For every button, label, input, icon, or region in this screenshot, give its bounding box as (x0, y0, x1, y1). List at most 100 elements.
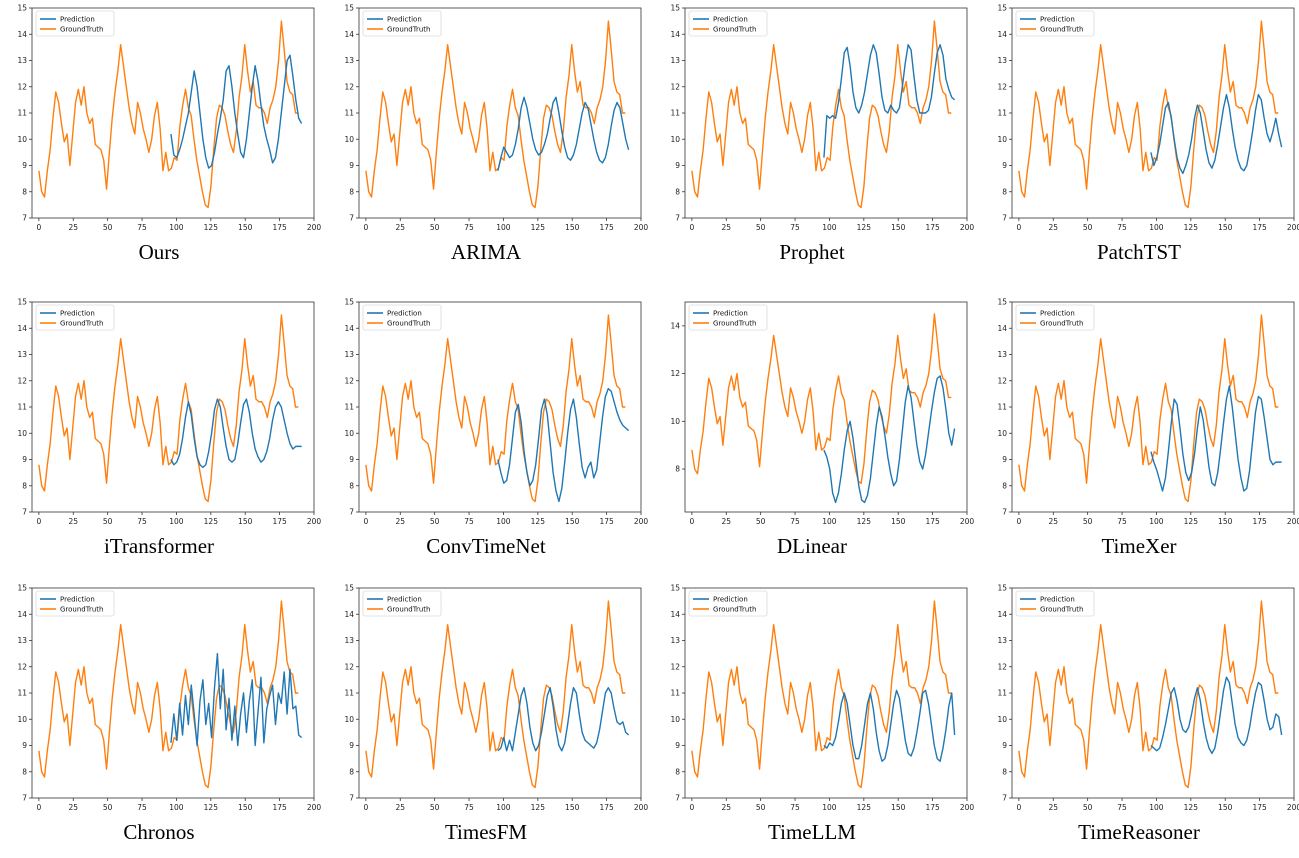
y-tick-label: 13 (997, 350, 1007, 359)
legend-label: GroundTruth (387, 606, 431, 614)
chart-caption: Ours (138, 240, 180, 264)
y-tick-label: 13 (997, 636, 1007, 645)
legend: Prediction GroundTruth (1015, 590, 1095, 617)
x-tick-label: 50 (756, 517, 766, 526)
legend-label: GroundTruth (1040, 320, 1084, 328)
y-tick-label: 8 (675, 187, 680, 196)
x-tick-label: 125 (857, 803, 872, 812)
y-tick-label: 7 (675, 214, 680, 223)
x-tick-label: 75 (464, 223, 474, 232)
y-tick-label: 15 (344, 4, 354, 13)
chart-caption: TimeLLM (768, 820, 856, 844)
y-tick-label: 12 (344, 662, 354, 671)
x-tick-label: 0 (363, 223, 368, 232)
y-tick-label: 14 (344, 610, 354, 619)
x-tick-label: 150 (1218, 517, 1233, 526)
x-tick-label: 100 (169, 803, 184, 812)
x-tick-label: 25 (1048, 517, 1058, 526)
legend: Prediction GroundTruth (362, 10, 442, 37)
ground-truth-line (38, 600, 299, 789)
y-tick-label: 12 (17, 82, 27, 91)
x-tick-label: 125 (204, 517, 219, 526)
x-tick-label: 175 (925, 803, 940, 812)
legend-label: Prediction (387, 16, 422, 24)
x-tick-label: 0 (1016, 803, 1021, 812)
y-tick-label: 11 (17, 109, 27, 118)
legend-label: Prediction (60, 596, 95, 604)
chart-panel-itransformer: 7 8 9 10 11 12 13 14 15 0 25 50 75 100 125 150 175 200 Pre… (0, 294, 321, 572)
x-tick-label: 0 (1016, 517, 1021, 526)
prediction-line (1150, 93, 1283, 175)
y-tick-label: 11 (17, 689, 27, 698)
x-tick-label: 0 (689, 223, 694, 232)
y-tick-label: 9 (22, 455, 27, 464)
y-tick-label: 8 (22, 187, 27, 196)
ground-truth-line (38, 314, 299, 503)
y-tick-label: 9 (349, 741, 354, 750)
ground-truth-line (365, 314, 626, 503)
y-tick-label: 11 (344, 109, 354, 118)
ground-truth-line (1018, 314, 1279, 503)
chart-panel-timexer: 7 8 9 10 11 12 13 14 15 0 25 50 75 100 125 150 175 200 Pre… (980, 294, 1299, 572)
y-tick-label: 13 (997, 56, 1007, 65)
x-tick-label: 50 (430, 517, 440, 526)
y-tick-label: 13 (17, 636, 27, 645)
legend: Prediction GroundTruth (688, 304, 768, 331)
legend-label: GroundTruth (60, 26, 104, 34)
x-tick-label: 175 (272, 803, 287, 812)
legend-label: Prediction (1040, 596, 1075, 604)
prediction-line (1150, 385, 1282, 492)
x-tick-label: 25 (68, 803, 78, 812)
legend-label: Prediction (1040, 16, 1075, 24)
legend-label: Prediction (1040, 310, 1075, 318)
legend-label: Prediction (387, 310, 422, 318)
x-tick-label: 25 (68, 223, 78, 232)
y-tick-label: 15 (670, 4, 680, 13)
y-tick-label: 14 (997, 610, 1007, 619)
x-tick-label: 175 (272, 223, 287, 232)
ground-truth-line (38, 20, 299, 209)
y-tick-label: 13 (17, 56, 27, 65)
y-tick-label: 12 (670, 82, 680, 91)
y-tick-label: 9 (22, 161, 27, 170)
chart-panel-chronos: 7 8 9 10 11 12 13 14 15 0 25 50 75 100 125 150 175 200 Pre… (0, 580, 321, 858)
prediction-line (170, 398, 302, 469)
y-tick-label: 11 (997, 689, 1007, 698)
x-tick-label: 175 (1252, 517, 1267, 526)
x-tick-label: 150 (238, 517, 253, 526)
prediction-line (823, 689, 956, 762)
x-tick-label: 25 (721, 803, 731, 812)
x-tick-label: 75 (1117, 517, 1127, 526)
chart-caption: TimesFM (444, 820, 528, 844)
legend: Prediction GroundTruth (688, 10, 768, 37)
y-tick-label: 9 (1002, 741, 1007, 750)
x-tick-label: 25 (395, 223, 405, 232)
x-tick-label: 75 (137, 517, 147, 526)
y-tick-label: 15 (997, 584, 1007, 593)
x-tick-label: 0 (1016, 223, 1021, 232)
y-tick-label: 12 (344, 82, 354, 91)
y-tick-label: 14 (344, 324, 354, 333)
ground-truth-line (365, 20, 626, 209)
legend-label: GroundTruth (60, 606, 104, 614)
x-tick-label: 0 (689, 803, 694, 812)
x-tick-label: 125 (1184, 223, 1199, 232)
y-tick-label: 9 (349, 455, 354, 464)
x-tick-label: 25 (721, 517, 731, 526)
y-tick-label: 15 (670, 584, 680, 593)
y-tick-label: 8 (1002, 187, 1007, 196)
y-tick-label: 15 (344, 584, 354, 593)
y-tick-label: 10 (670, 135, 680, 144)
y-tick-label: 10 (997, 429, 1007, 438)
x-tick-label: 75 (137, 223, 147, 232)
x-tick-label: 100 (1149, 803, 1164, 812)
y-tick-label: 10 (17, 135, 27, 144)
x-tick-label: 0 (689, 517, 694, 526)
y-tick-label: 8 (349, 187, 354, 196)
x-tick-label: 100 (496, 517, 511, 526)
y-tick-label: 13 (670, 636, 680, 645)
y-tick-label: 13 (670, 56, 680, 65)
y-tick-label: 10 (670, 417, 680, 426)
